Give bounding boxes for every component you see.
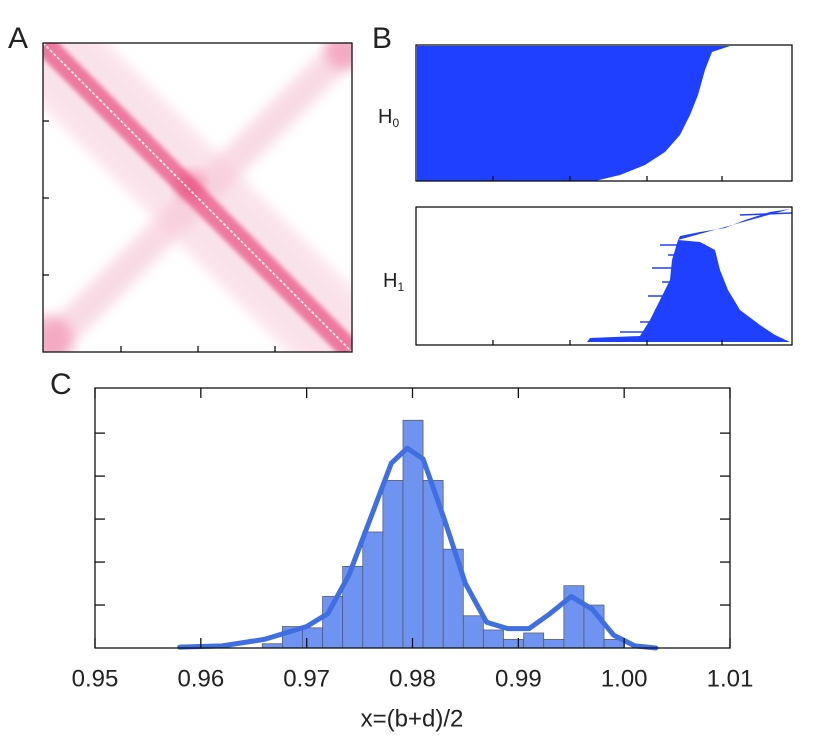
h1-bars xyxy=(587,209,790,342)
bar xyxy=(462,615,484,649)
ticks xyxy=(492,176,723,345)
panel-label: C xyxy=(50,368,72,401)
frame xyxy=(415,206,793,346)
h-sub: 0 xyxy=(392,116,399,130)
bar xyxy=(543,639,565,649)
h-base: H xyxy=(378,106,392,128)
x-tick-label: 0.96 xyxy=(177,665,224,692)
h-sub: 1 xyxy=(397,280,404,294)
frame xyxy=(415,44,793,182)
panel-label: B xyxy=(372,22,392,55)
h1-lines xyxy=(620,212,793,333)
h0-label: H0 xyxy=(378,106,399,130)
x-tick-label: 1.01 xyxy=(707,665,754,692)
bar xyxy=(563,585,585,649)
x-tick-label: 0.99 xyxy=(495,665,542,692)
kde-line xyxy=(177,445,659,651)
x-tick-label: 0.98 xyxy=(389,665,436,692)
bar xyxy=(523,632,545,649)
x-axis-label: x=(b+d)/2 xyxy=(361,705,464,732)
bar xyxy=(362,531,384,649)
h1-label: H1 xyxy=(383,270,404,294)
x-tick-label: 0.95 xyxy=(72,665,119,692)
bar xyxy=(382,480,404,649)
panel-label: A xyxy=(8,22,28,55)
h0-bars xyxy=(417,46,730,181)
bar xyxy=(503,639,524,649)
h-base: H xyxy=(383,270,397,292)
bar xyxy=(483,629,504,649)
x-tick-label: 1.00 xyxy=(601,665,648,692)
heatmap xyxy=(43,43,352,352)
ticks xyxy=(43,120,276,352)
bar xyxy=(302,627,323,649)
x-tick-label: 0.97 xyxy=(283,665,330,692)
